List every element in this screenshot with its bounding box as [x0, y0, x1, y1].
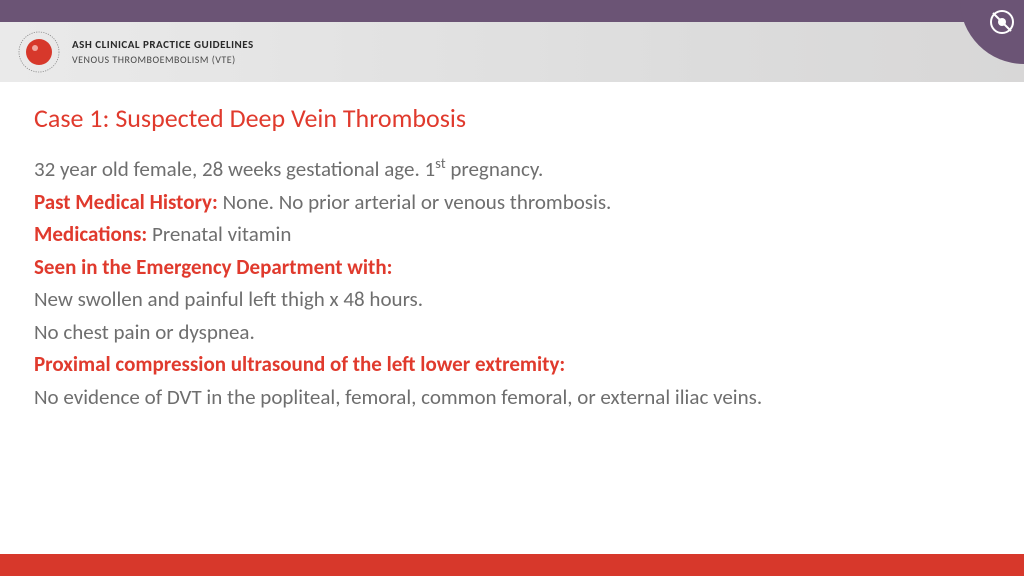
symptom1: New swollen and painful left thigh x 48 … [34, 283, 990, 316]
symptom2: No chest pain or dyspnea. [34, 316, 990, 349]
meds-value: Prenatal vitamin [152, 221, 291, 247]
patient-line: 32 year old female, 28 weeks gestational… [34, 152, 990, 186]
meds-line: Medications: Prenatal vitamin [34, 218, 990, 251]
header-line1: ASH CLINICAL PRACTICE GUIDELINES [72, 38, 254, 51]
slide-title: Case 1: Suspected Deep Vein Thrombosis [34, 102, 990, 134]
pmh-line: Past Medical History: None. No prior art… [34, 186, 990, 219]
us-line: Proximal compression ultrasound of the l… [34, 348, 990, 381]
pmh-value: None. No prior arterial or venous thromb… [223, 189, 612, 215]
org-logo: ASH CLINICAL PRACTICE GUIDELINES VENOUS … [18, 31, 254, 73]
corner-badge-icon [960, 0, 1024, 64]
top-stripe [0, 0, 1024, 22]
patient-suffix: pregnancy. [446, 156, 544, 182]
meds-label: Medications: [34, 221, 152, 247]
pmh-label: Past Medical History: [34, 189, 223, 215]
ed-line: Seen in the Emergency Department with: [34, 251, 990, 284]
ed-label: Seen in the Emergency Department with: [34, 254, 392, 280]
us-result: No evidence of DVT in the popliteal, fem… [34, 381, 990, 414]
footer-bar [0, 554, 1024, 576]
header-band: ASH CLINICAL PRACTICE GUIDELINES VENOUS … [0, 22, 1024, 82]
patient-prefix: 32 year old female, 28 weeks gestational… [34, 156, 435, 182]
header-line2: VENOUS THROMBOEMBOLISM (VTE) [72, 54, 254, 66]
us-label: Proximal compression ultrasound of the l… [34, 351, 565, 377]
logo-seal-icon [18, 31, 60, 73]
patient-sup: st [435, 154, 446, 172]
slide-content: Case 1: Suspected Deep Vein Thrombosis 3… [0, 82, 1024, 413]
